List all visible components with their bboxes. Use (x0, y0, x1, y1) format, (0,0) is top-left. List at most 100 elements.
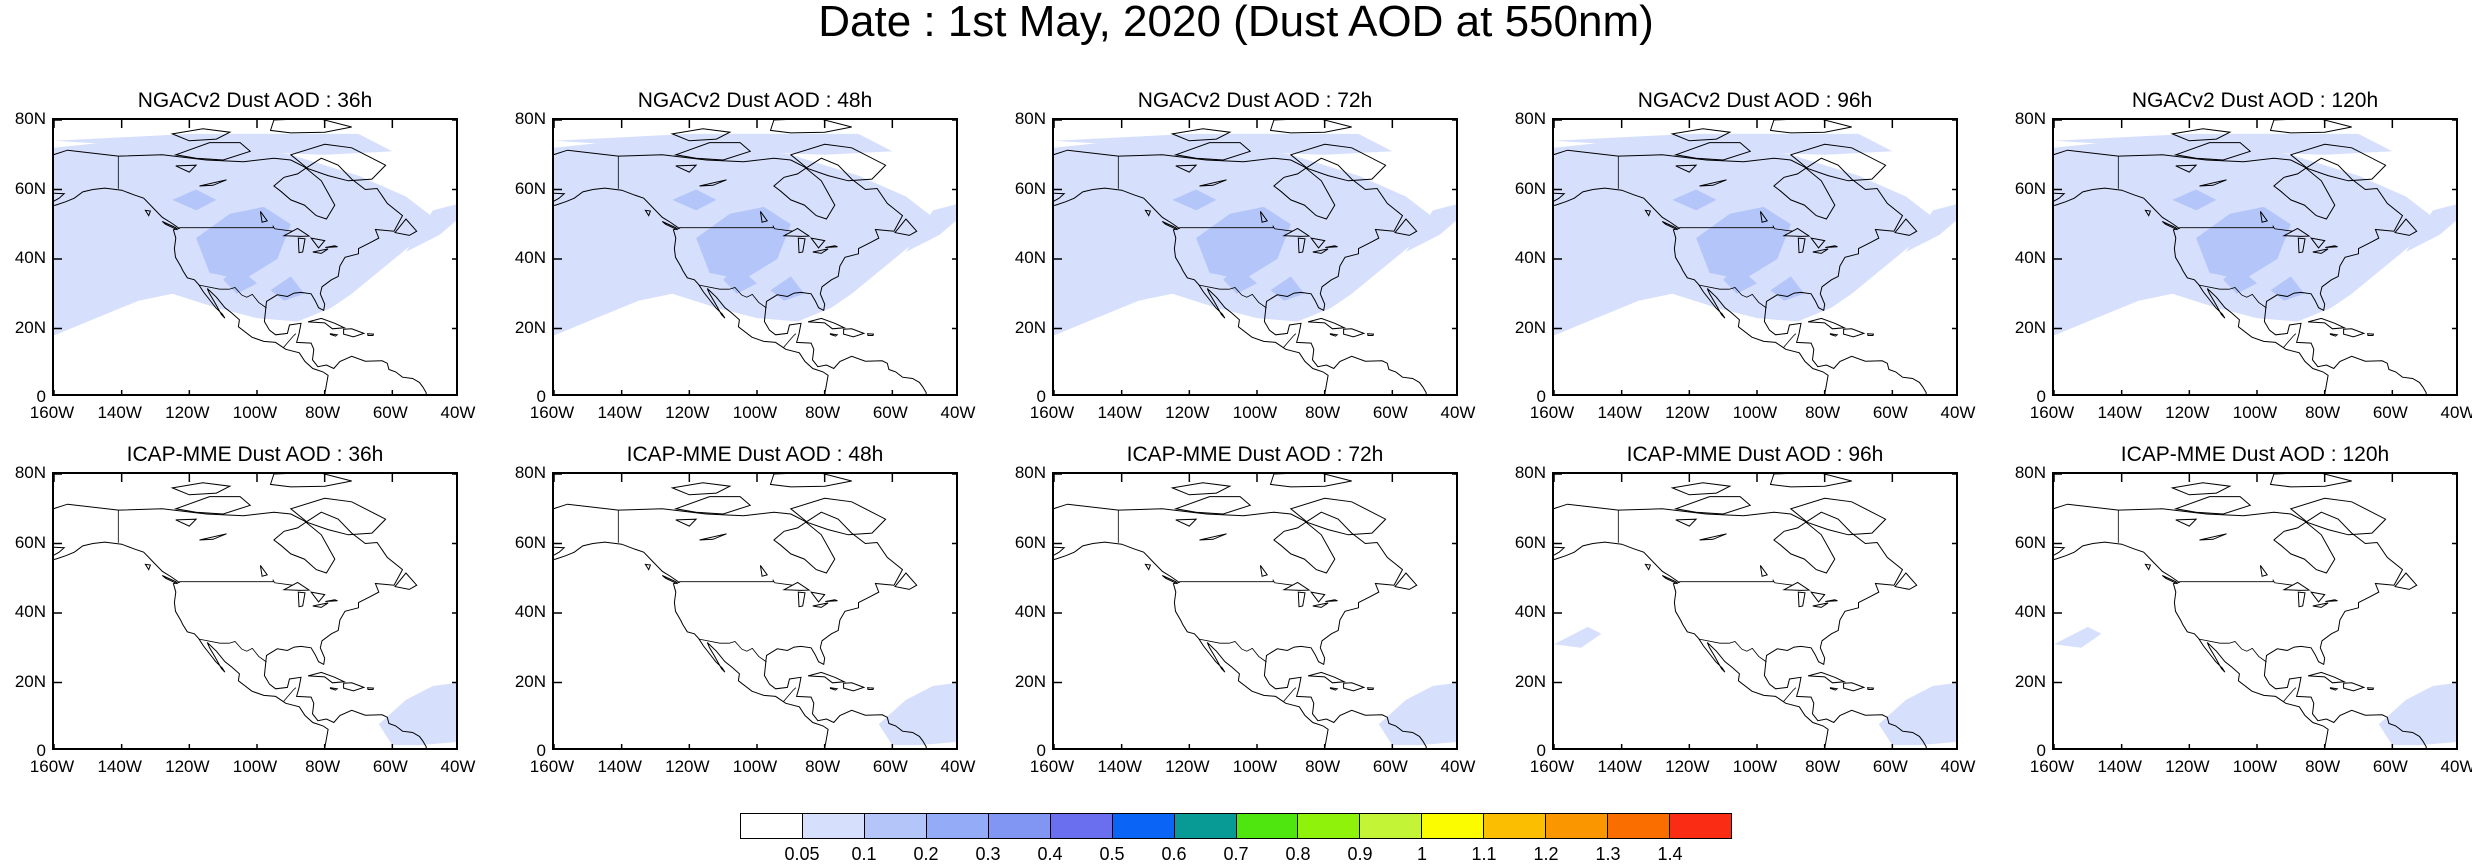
coastline (789, 497, 887, 536)
coastline (2325, 599, 2338, 602)
political-border (179, 578, 293, 586)
coastline (554, 149, 927, 394)
lat-tick-label: 60N (514, 532, 546, 552)
coastline (812, 602, 829, 608)
dust-field-light (378, 683, 456, 746)
coastline (289, 143, 387, 182)
coastline (1289, 143, 1387, 182)
coastline (1829, 333, 1839, 337)
coastline (1173, 496, 1252, 515)
lon-tick-label: 140W (97, 757, 142, 776)
coastline (866, 333, 875, 336)
lon-tick-label: 40W (2440, 403, 2472, 422)
coastline (54, 503, 427, 748)
lat-tick-label: 40N (514, 602, 546, 621)
coastline (2289, 143, 2387, 182)
coastline (343, 328, 366, 338)
colorbar-label: 1.4 (1657, 844, 1683, 864)
coastline (2054, 503, 2427, 748)
coastline (307, 317, 347, 330)
coastline (1394, 218, 1418, 236)
coastline (312, 248, 329, 254)
coastline (2343, 682, 2366, 692)
colorbar-box (1422, 814, 1485, 838)
coastline (2394, 218, 2418, 236)
dust-field-moderate (2196, 206, 2291, 280)
panel-title: NGACv2 Dust AOD : 96h (1637, 89, 1873, 112)
coastline (809, 237, 826, 249)
dust-field-light (878, 683, 956, 746)
lon-tick-label: 40W (1440, 403, 1476, 422)
map-panel (552, 118, 958, 396)
lat-tick-label: 40N (1014, 602, 1046, 621)
coastline (894, 218, 918, 236)
coastline (1259, 565, 1269, 577)
political-border (283, 333, 297, 348)
coastline (173, 142, 252, 161)
coastline (2199, 533, 2227, 541)
coastline (759, 565, 769, 577)
coastline (1769, 120, 1852, 134)
lat-tick-label: 60N (514, 178, 546, 198)
coastline (1554, 149, 1927, 394)
coastline (325, 599, 338, 602)
coastline (1173, 142, 1252, 161)
coastline (1297, 237, 1306, 254)
coastline (170, 128, 232, 142)
lon-tick-label: 100W (1732, 403, 1778, 422)
coastline (1699, 533, 1727, 541)
colorbar-label: 0.7 (1223, 844, 1249, 864)
lon-tick-label: 100W (232, 757, 278, 776)
colorbar-label: 0.5 (1099, 844, 1125, 864)
lat-tick-label: 0 (1036, 741, 1046, 760)
coastline (1807, 317, 1847, 330)
coastline (1175, 164, 1198, 173)
lon-tick-label: 80W (805, 757, 841, 776)
panel-title: ICAP-MME Dust AOD : 96h (1626, 443, 1884, 466)
political-border (783, 687, 797, 702)
coastline (2282, 227, 2311, 237)
coastline (2282, 581, 2311, 591)
coastline (789, 143, 887, 182)
colorbar-box (1236, 814, 1299, 838)
coastline (661, 575, 678, 585)
dust-map (54, 474, 456, 748)
dust-map (554, 474, 956, 748)
coastline (554, 503, 927, 748)
lat-tick-label: 60N (2014, 178, 2046, 198)
coastline (1670, 128, 1732, 142)
coastline (1175, 518, 1198, 527)
lon-tick-label: 160W (529, 403, 575, 422)
coastline (1812, 602, 1829, 608)
lon-tick-label: 140W (1097, 757, 1142, 776)
lat-tick-label: 0 (36, 741, 46, 760)
lat-tick-label: 60N (1014, 532, 1046, 552)
coastline (54, 149, 427, 394)
coastline (259, 211, 269, 223)
lat-tick-label: 0 (536, 741, 546, 760)
colorbar-box (802, 814, 865, 838)
coastline (297, 591, 306, 608)
coastline (282, 227, 311, 237)
coastline (175, 518, 198, 527)
coastline (1144, 209, 1152, 217)
coastline (1673, 496, 1752, 515)
coastline (1309, 237, 1326, 249)
map-panel (52, 472, 458, 750)
lon-tick-label: 160W (1029, 403, 1075, 422)
lat-tick-label: 40N (1514, 602, 1546, 621)
coastline (809, 591, 826, 603)
coastline (1554, 503, 1927, 748)
lon-tick-label: 60W (2372, 403, 2408, 422)
coastline (282, 581, 311, 591)
coastline (843, 682, 866, 692)
panel-title: NGACv2 Dust AOD : 120h (2131, 89, 2379, 112)
coastline (661, 221, 678, 231)
map-panel (1052, 472, 1458, 750)
dust-field-light (1554, 626, 1602, 648)
coastline (673, 142, 752, 161)
lat-tick-label: 0 (1036, 387, 1046, 406)
coastline (289, 497, 387, 536)
lon-tick-label: 140W (1097, 403, 1142, 422)
coastline (1312, 248, 1329, 254)
